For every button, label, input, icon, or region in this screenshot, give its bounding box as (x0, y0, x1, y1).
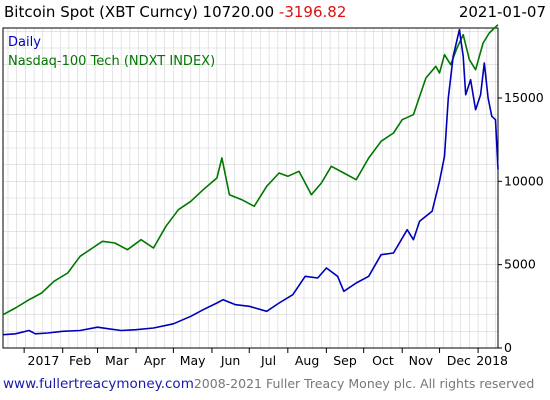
x-tick-label: Mar (105, 353, 129, 368)
x-tick-label: Oct (372, 353, 394, 368)
legend-nasdaq: Nasdaq-100 Tech (NDXT INDEX) (8, 54, 215, 69)
y-tick-label: 15000 (504, 90, 544, 105)
x-tick-label: Nov (409, 353, 434, 368)
y-tick-label: 5000 (504, 257, 536, 272)
x-tick-label: Apr (144, 353, 166, 368)
copyright: 2008-2021 Fuller Treacy Money plc. All r… (193, 376, 535, 391)
chart-date: 2021-01-07 (458, 3, 546, 21)
legend: Daily Nasdaq-100 Tech (NDXT INDEX) (8, 35, 215, 69)
x-tick-label: May (180, 353, 206, 368)
series-lines (2, 24, 499, 336)
x-tick-label: 2018 (476, 353, 508, 368)
bitcoin-line (2, 28, 499, 336)
footer: www.fullertreacymoney.com2008-2021 Fulle… (3, 376, 548, 396)
x-tick-label: Feb (69, 353, 91, 368)
legend-bitcoin: Daily (8, 35, 41, 50)
title-text: Bitcoin Spot (XBT Curncy) 10720.00 (4, 3, 275, 21)
x-tick-label: 2017 (28, 353, 60, 368)
x-tick-label: Dec (447, 353, 471, 368)
x-axis: 2017 Feb Mar Apr May Jun Jul Aug Sep Oct Nov Dec 201… (23, 348, 508, 368)
grid-lines (3, 28, 498, 348)
y-axis: 0 5000 10000 15000 (498, 90, 544, 355)
y-tick-label: 10000 (504, 173, 544, 188)
plot-frame (2, 27, 499, 349)
x-tick-label: Sep (333, 353, 357, 368)
nasdaq-line (2, 24, 499, 316)
price-change: -3196.82 (278, 3, 347, 21)
y-tick-label: 0 (504, 340, 512, 355)
x-tick-label: Jul (260, 353, 276, 368)
x-tick-label: Aug (295, 353, 319, 368)
chart-title: Bitcoin Spot (XBT Curncy) 10720.00 -3196… (4, 3, 346, 21)
site-link[interactable]: www.fullertreacymoney.com (3, 376, 194, 392)
chart-header: Bitcoin Spot (XBT Curncy) 10720.00 -3196… (4, 3, 548, 25)
x-tick-label: Jun (220, 353, 241, 368)
